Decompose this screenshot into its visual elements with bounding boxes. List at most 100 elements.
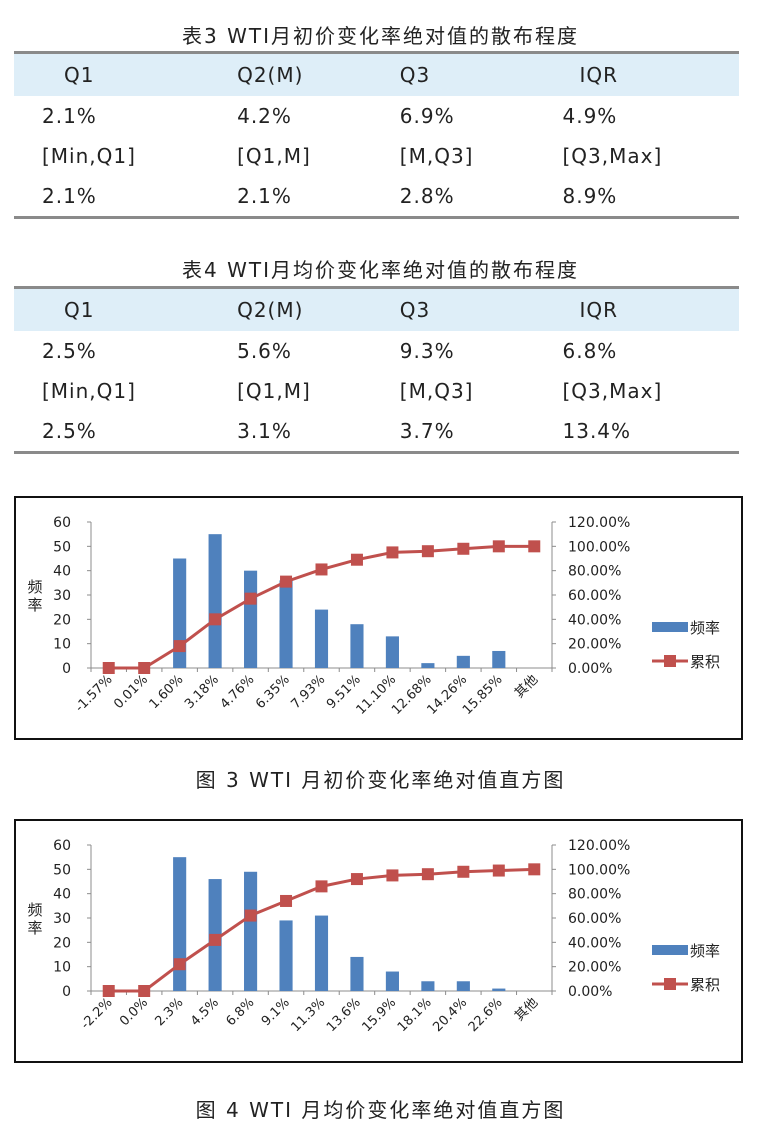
- cumulative-point: [102, 985, 115, 997]
- y-axis-label: 率: [27, 596, 42, 614]
- cumulative-point: [280, 575, 293, 588]
- cumulative-point: [315, 880, 328, 893]
- x-tick-label: 2.3%: [153, 995, 187, 1029]
- cumulative-point: [209, 613, 222, 626]
- table-cell: [M,Q3]: [399, 379, 474, 403]
- cumulative-point: [138, 662, 151, 674]
- cumulative-point: [173, 640, 186, 653]
- x-tick-label: 4.76%: [218, 672, 258, 712]
- legend-line-marker: [664, 655, 676, 667]
- table3: Q1 Q2(M) Q3 IQR 2.1% 4.2% 6.9% 4.9% [Min…: [14, 51, 739, 219]
- cumulative-point: [492, 540, 505, 553]
- y-tick-label: 30: [53, 588, 71, 604]
- y-tick-label: 60: [53, 515, 71, 531]
- table4: Q1 Q2(M) Q3 IQR 2.5% 5.6% 9.3% 6.8% [Min…: [14, 286, 739, 454]
- y2-tick-label: 20.00%: [568, 637, 621, 653]
- table-cell: 2.1%: [42, 104, 97, 128]
- table-cell: 2.1%: [237, 184, 292, 208]
- cumulative-point: [386, 546, 399, 559]
- histogram-bar: [350, 624, 364, 668]
- table-cell: 5.6%: [237, 339, 292, 363]
- table4-header-row: Q1 Q2(M) Q3 IQR: [14, 287, 739, 331]
- histogram-bar: [244, 570, 258, 668]
- x-tick-label: -2.2%: [78, 995, 115, 1032]
- x-tick-label: 15.85%: [460, 672, 506, 718]
- legend-bar-label: 频率: [690, 619, 720, 637]
- x-tick-label: 其他: [512, 995, 541, 1024]
- table4-header-q3: Q3: [371, 287, 535, 331]
- table-cell: 2.5%: [42, 419, 97, 443]
- y2-tick-label: 80.00%: [568, 564, 621, 580]
- legend-bar-label: 频率: [690, 942, 720, 960]
- figure3-chart-frame: 0 10 20 30 40 50 60 0.00% 20.00% 40.00% 60.00% 80.0…: [14, 496, 743, 740]
- table3-header-q3: Q3: [371, 52, 535, 96]
- table-row: 2.1% 2.1% 2.8% 8.9%: [14, 176, 739, 218]
- table4-caption: 表4 WTI月均价变化率绝对值的散布程度: [182, 258, 579, 282]
- cumulative-point: [528, 863, 541, 876]
- x-tick-label: 4.5%: [188, 995, 222, 1029]
- y2-tick-label: 100.00%: [568, 862, 630, 878]
- cumulative-point: [528, 540, 541, 553]
- y-tick-label: 50: [53, 862, 71, 878]
- table3-header-q1: Q1: [14, 52, 210, 96]
- cumulative-point: [457, 542, 470, 555]
- y-tick-label: 60: [53, 838, 71, 854]
- histogram-bar: [314, 915, 329, 991]
- table-cell: 3.1%: [237, 419, 292, 443]
- x-tick-label: 3.18%: [182, 672, 222, 712]
- table4-header-q1: Q1: [14, 287, 210, 331]
- histogram-bar: [492, 988, 506, 991]
- x-tick-label: -1.57%: [72, 672, 115, 715]
- cumulative-point: [315, 563, 328, 576]
- histogram-bar: [244, 871, 258, 991]
- legend-bar-swatch: [652, 945, 688, 955]
- table-row: [Min,Q1] [Q1,M] [M,Q3] [Q3,Max]: [14, 371, 739, 411]
- y2-tick-label: 20.00%: [568, 960, 621, 976]
- figure4-histogram: 0 10 20 30 40 50 60 0.00% 20.00% 40.00% 60.00% 80.0…: [27, 838, 720, 1035]
- x-tick-label: 15.9%: [359, 995, 399, 1035]
- cumulative-point: [386, 869, 399, 882]
- y2-tick-label: 0.00%: [568, 661, 612, 677]
- table-cell: 6.8%: [562, 339, 618, 363]
- y-tick-label: 50: [53, 539, 71, 555]
- table4-header-iqr: IQR: [534, 287, 739, 331]
- cumulative-point: [350, 873, 363, 886]
- histogram-bar: [421, 663, 435, 668]
- cumulative-point: [492, 864, 505, 877]
- table-row: [Min,Q1] [Q1,M] [M,Q3] [Q3,Max]: [14, 136, 739, 176]
- x-tick-label: 7.93%: [289, 672, 329, 712]
- table-cell: [Q1,M]: [237, 379, 311, 403]
- y-tick-label: 40: [53, 887, 71, 903]
- cumulative-point: [138, 985, 151, 997]
- legend-line-marker: [664, 978, 676, 990]
- y-tick-label: 0: [62, 984, 71, 1000]
- x-tick-label: 0.0%: [117, 995, 151, 1029]
- figure4-caption: 图 4 WTI 月均价变化率绝对值直方图: [195, 1098, 566, 1122]
- y2-tick-label: 100.00%: [568, 539, 630, 555]
- table-cell: [Q1,M]: [237, 144, 311, 168]
- x-tick-label: 0.01%: [111, 672, 151, 712]
- cumulative-point: [421, 545, 434, 558]
- y-tick-label: 20: [53, 612, 71, 628]
- table3-header-row: Q1 Q2(M) Q3 IQR: [14, 52, 739, 96]
- figure4-chart-frame: 0 10 20 30 40 50 60 0.00% 20.00% 40.00% 60.00% 80.0…: [14, 819, 743, 1063]
- cumulative-point: [209, 933, 222, 946]
- legend-line-label: 累积: [690, 976, 720, 994]
- y-tick-label: 40: [53, 564, 71, 580]
- table-cell: 6.9%: [399, 104, 455, 128]
- legend-line-label: 累积: [690, 653, 720, 671]
- y-tick-label: 10: [53, 960, 71, 976]
- x-tick-label: 6.35%: [253, 672, 293, 712]
- table4-header-q2: Q2(M): [209, 287, 372, 331]
- y2-tick-label: 80.00%: [568, 887, 621, 903]
- cumulative-point: [244, 592, 257, 605]
- histogram-bar: [385, 636, 399, 668]
- y2-tick-label: 120.00%: [568, 515, 630, 531]
- histogram-bar: [492, 650, 506, 668]
- y2-tick-label: 0.00%: [568, 984, 612, 1000]
- figure3-caption: 图 3 WTI 月初价变化率绝对值直方图: [195, 768, 566, 792]
- table3-caption: 表3 WTI月初价变化率绝对值的散布程度: [182, 24, 579, 48]
- cumulative-point: [173, 958, 186, 971]
- y2-tick-label: 60.00%: [568, 588, 621, 604]
- y2-tick-label: 120.00%: [568, 838, 630, 854]
